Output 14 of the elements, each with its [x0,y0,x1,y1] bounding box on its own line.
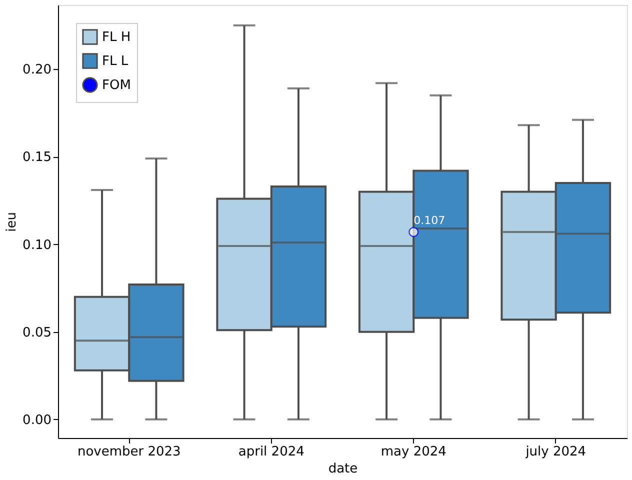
x-tick-label: may 2024 [380,444,446,460]
y-axis-title: ieu [4,212,20,232]
x-tick-label: november 2023 [77,444,181,460]
y-tick-label: 0.05 [22,325,52,340]
legend-label: FL H [102,30,131,45]
x-axis-title: date [328,462,358,476]
y-tick-label: 0.10 [22,238,52,253]
x-tick-label: april 2024 [238,444,304,460]
x-tick-label: july 2024 [524,444,586,460]
y-tick-label: 0.15 [22,150,52,166]
legend-label: FL L [102,54,129,69]
y-tick-label: 0.20 [22,62,52,78]
y-tick-label: 0.00 [22,412,52,428]
legend-label: FOM [102,78,131,93]
